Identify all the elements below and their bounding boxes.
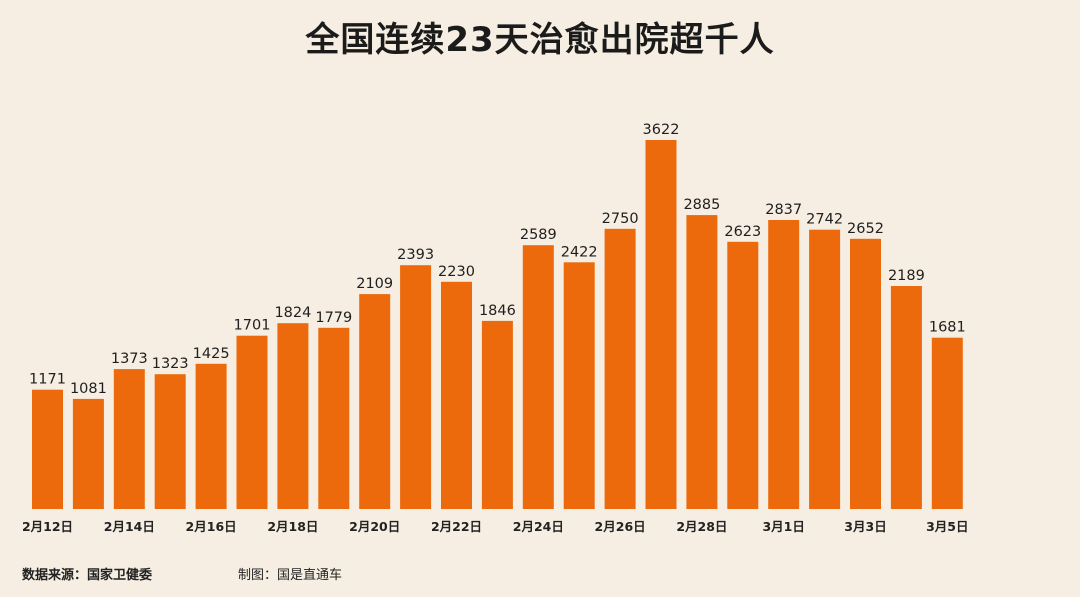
value-label-2月26日: 2750 — [602, 211, 639, 227]
chart-title: 全国连续23天治愈出院超千人 — [305, 20, 775, 60]
value-label-3月1日: 2837 — [765, 202, 802, 218]
bar-2月17日 — [236, 335, 268, 509]
bar-2月26日 — [604, 228, 636, 510]
bar-2月25日 — [563, 262, 595, 509]
x-tick-2月18日: 2月18日 — [267, 519, 318, 534]
bar-2月18日 — [277, 323, 309, 509]
bar-3月5日 — [931, 337, 963, 509]
x-tick-3月1日: 3月1日 — [762, 519, 804, 534]
bar-3月3日 — [850, 238, 881, 510]
x-tick-2月14日: 2月14日 — [104, 519, 155, 534]
bar-2月12日 — [32, 389, 63, 509]
value-label-3月2日: 2742 — [806, 212, 843, 228]
x-tick-2月24日: 2月24日 — [513, 519, 564, 534]
bar-2月23日 — [481, 320, 513, 509]
bars-group — [32, 140, 963, 510]
value-label-2月12日: 1171 — [29, 372, 66, 388]
value-label-2月27日: 3622 — [643, 122, 680, 138]
bar-3月4日 — [890, 286, 922, 509]
value-label-2月28日: 2885 — [683, 197, 720, 213]
bar-2月13日 — [72, 398, 104, 509]
value-label-2月16日: 1425 — [193, 346, 230, 362]
value-label-2月25日: 2422 — [561, 244, 598, 260]
x-tick-2月22日: 2月22日 — [431, 519, 482, 534]
bar-2月19日 — [318, 327, 350, 509]
value-label-2月21日: 2393 — [397, 247, 434, 263]
bar-2月21日 — [400, 265, 432, 509]
value-label-2月29日: 2623 — [724, 224, 761, 240]
bar-2月28日 — [686, 215, 718, 509]
value-label-2月20日: 2109 — [356, 276, 393, 292]
x-tick-2月26日: 2月26日 — [595, 519, 646, 534]
footer-credit: 制图：国是直通车 — [238, 568, 343, 583]
value-label-2月13日: 1081 — [70, 381, 107, 397]
bar-2月27日 — [645, 140, 677, 509]
x-tick-2月28日: 2月28日 — [676, 519, 727, 534]
value-label-2月14日: 1373 — [111, 351, 148, 367]
x-tick-3月3日: 3月3日 — [844, 519, 886, 534]
value-label-2月22日: 2230 — [438, 264, 475, 280]
x-tick-3月5日: 3月5日 — [926, 519, 968, 534]
value-label-3月3日: 2652 — [847, 221, 884, 237]
x-tick-2月20日: 2月20日 — [349, 519, 400, 534]
bar-3月1日 — [768, 220, 800, 509]
value-label-2月18日: 1824 — [274, 305, 311, 321]
bar-2月22日 — [441, 281, 472, 509]
bar-2月20日 — [359, 294, 391, 509]
bar-2月16日 — [195, 363, 227, 509]
x-tick-2月12日: 2月12日 — [22, 519, 73, 534]
value-label-2月24日: 2589 — [520, 227, 557, 243]
value-label-2月19日: 1779 — [315, 310, 352, 326]
bar-2月15日 — [154, 374, 186, 509]
bar-2月29日 — [727, 241, 759, 510]
value-label-3月5日: 1681 — [929, 320, 966, 336]
bar-2月24日 — [522, 245, 554, 509]
bar-3月2日 — [809, 229, 841, 509]
value-label-3月4日: 2189 — [888, 268, 925, 284]
bar-2月14日 — [113, 369, 145, 509]
x-tick-labels-group: 2月12日 2月14日 2月16日 2月18日 2月20日 2月22日 2月24日 2月26日… — [22, 519, 969, 534]
x-tick-2月16日: 2月16日 — [186, 519, 237, 534]
value-label-2月17日: 1701 — [234, 318, 271, 334]
value-label-2月23日: 1846 — [479, 303, 516, 319]
value-label-2月15日: 1323 — [152, 356, 189, 372]
footer-source: 数据来源：国家卫健委 — [22, 568, 153, 583]
